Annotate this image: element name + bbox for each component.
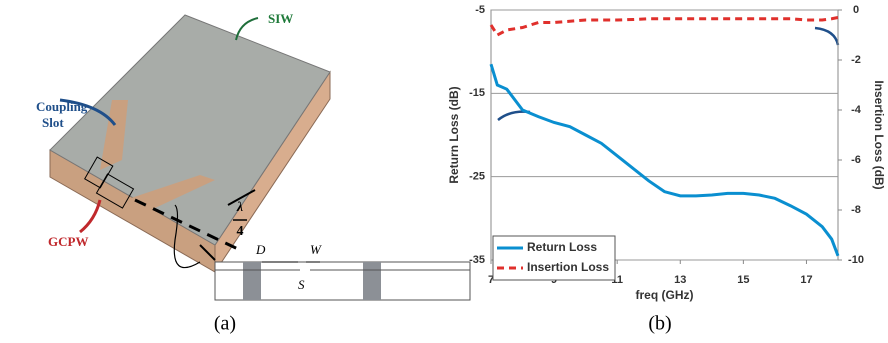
coupling-label: Slot bbox=[42, 115, 64, 130]
gcpw-label: GCPW bbox=[48, 234, 88, 249]
lambda-denominator: 4 bbox=[237, 224, 244, 239]
lambda: λ bbox=[236, 200, 243, 215]
y-tick-label: -15 bbox=[469, 87, 485, 99]
dim-d: D bbox=[255, 242, 266, 257]
dim-w: W bbox=[310, 242, 322, 257]
x-axis-label: freq (GHz) bbox=[636, 288, 694, 302]
dim-s: S bbox=[298, 277, 305, 292]
y2-axis-label: Insertion Loss (dB) bbox=[872, 80, 886, 189]
y2-tick-label: 0 bbox=[853, 4, 859, 16]
arrow bbox=[80, 200, 100, 232]
y-axis-label: Return Loss (dB) bbox=[447, 86, 461, 183]
legend-label: Insertion Loss bbox=[527, 260, 609, 274]
y2-tick-label: -2 bbox=[851, 54, 861, 66]
chart: -35-25-15-5-10-8-6-4-207911131517freq (G… bbox=[447, 4, 886, 302]
y-tick-label: -25 bbox=[469, 171, 485, 183]
plot-frame bbox=[491, 10, 838, 260]
coupling-label: Coupling bbox=[36, 99, 88, 114]
caption: (b) bbox=[648, 313, 671, 335]
y2-tick-label: -6 bbox=[851, 154, 861, 166]
via bbox=[243, 262, 261, 300]
siw-diagram bbox=[50, 15, 470, 300]
axis-arrow bbox=[815, 28, 838, 45]
y-tick-label: -35 bbox=[469, 254, 485, 266]
y-tick-label: -5 bbox=[475, 4, 485, 16]
series-line bbox=[491, 18, 838, 36]
x-tick-label: 13 bbox=[674, 274, 686, 286]
via bbox=[363, 262, 381, 300]
x-tick-label: 17 bbox=[800, 274, 812, 286]
top-face bbox=[50, 15, 330, 245]
axis-arrow bbox=[498, 112, 530, 120]
caption: (a) bbox=[214, 313, 236, 335]
y2-tick-label: -8 bbox=[851, 204, 861, 216]
legend-label: Return Loss bbox=[527, 240, 597, 254]
figure: SIW Coupling Slot GCPW λ 4 D W S (a) (b)… bbox=[0, 0, 888, 338]
y2-tick-label: -10 bbox=[848, 254, 864, 266]
y2-tick-label: -4 bbox=[851, 104, 862, 116]
x-tick-label: 15 bbox=[737, 274, 749, 286]
siw-label: SIW bbox=[268, 11, 293, 26]
